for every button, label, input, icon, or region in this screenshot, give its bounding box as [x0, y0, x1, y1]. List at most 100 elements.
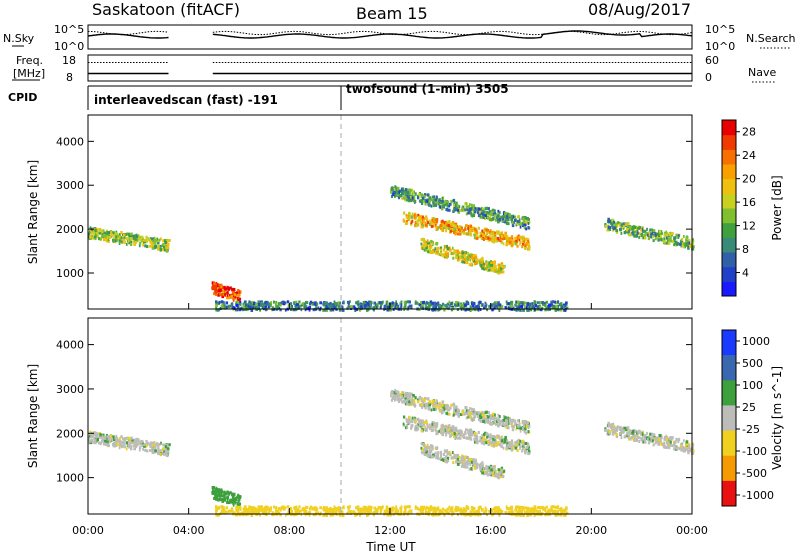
- velocity-scatter-cell: [514, 419, 517, 423]
- power-scatter-cell: [122, 233, 126, 237]
- velocity-scatter-cell: [522, 447, 524, 451]
- power-scatter-cell: [527, 243, 530, 246]
- velocity-scatter-cell: [332, 513, 335, 517]
- velocity-scatter-cell: [465, 436, 468, 440]
- power-scatter-cell: [477, 308, 480, 312]
- power-scatter-cell: [430, 244, 433, 248]
- power-scatter-cell: [347, 302, 350, 306]
- power-scatter-cell: [136, 238, 139, 242]
- power-scatter-cell: [431, 218, 434, 222]
- velocity-scatter-cell: [249, 510, 252, 514]
- power-scatter-cell: [390, 190, 392, 194]
- velocity-scatter-cell: [513, 425, 515, 428]
- velocity-scatter-cell: [676, 447, 679, 451]
- power-scatter-cell: [434, 302, 438, 306]
- power-scatter-cell: [146, 245, 149, 248]
- power-scatter-cell: [541, 301, 544, 304]
- power-scatter-cell: [277, 302, 281, 306]
- velocity-scatter-cell: [107, 444, 110, 448]
- velocity-scatter-cell: [650, 436, 654, 440]
- velocity-scatter-cell: [496, 441, 500, 445]
- power-scatter-cell: [470, 256, 473, 260]
- power-scatter-cell: [604, 224, 607, 228]
- power-scatter-cell: [405, 220, 408, 224]
- velocity-scatter-cell: [691, 443, 695, 447]
- power-scatter-cell: [329, 308, 332, 312]
- power-scatter-cell: [167, 244, 170, 248]
- power-scatter-cell: [657, 238, 660, 242]
- velocity-scatter-cell: [554, 509, 557, 513]
- power-scatter-cell: [352, 305, 355, 309]
- velocity-scatter-cell: [435, 513, 437, 517]
- velocity-scatter-cell: [442, 458, 445, 462]
- power-scatter-cell: [224, 287, 227, 291]
- power-scatter-cell: [421, 196, 425, 200]
- power-scatter-cell: [470, 203, 473, 207]
- velocity-scatter-cell: [519, 426, 522, 430]
- velocity-scatter-cell: [502, 419, 505, 422]
- power-scatter-cell: [238, 290, 241, 294]
- velocity-scatter-cell: [516, 449, 519, 452]
- velocity-scatter-cell: [156, 443, 160, 447]
- power-scatter-cell: [407, 199, 410, 203]
- power-scatter-cell: [455, 256, 458, 260]
- power-scatter-cell: [218, 283, 221, 287]
- power-scatter-cell: [91, 229, 94, 232]
- power-scatter-cell: [480, 207, 483, 211]
- power-scatter-cell: [227, 287, 231, 291]
- power-scatter-cell: [489, 218, 491, 222]
- power-scatter-cell: [408, 304, 411, 308]
- power-scatter-cell: [153, 236, 156, 240]
- power-scatter-cell: [106, 237, 110, 241]
- power-scatter-cell: [683, 245, 686, 249]
- power-scatter-cell: [417, 213, 420, 217]
- velocity-scatter-cell: [130, 444, 133, 448]
- power-scatter-cell: [640, 233, 643, 237]
- power-scatter-cell: [473, 262, 477, 266]
- velocity-scatter-cell: [491, 412, 495, 416]
- power-scatter-cell: [325, 304, 329, 308]
- velocity-scatter-cell: [407, 403, 410, 407]
- velocity-scatter-cell: [464, 406, 467, 409]
- power-scatter-cell: [159, 244, 162, 248]
- power-scatter-cell: [647, 237, 650, 241]
- power-scatter-cell: [235, 303, 239, 307]
- power-scatter-cell: [414, 215, 417, 219]
- power-scatter-cell: [391, 304, 394, 308]
- velocity-scatter-cell: [465, 409, 468, 413]
- power-scatter-cell: [124, 233, 127, 236]
- power-scatter-cell: [464, 202, 467, 206]
- power-scatter-cell: [432, 196, 435, 200]
- velocity-scatter-cell: [465, 428, 468, 432]
- velocity-scatter-cell: [673, 443, 676, 447]
- power-scatter-cell: [487, 211, 490, 215]
- power-scatter-cell: [138, 244, 141, 248]
- power-scatter-cell: [429, 249, 432, 253]
- velocity-scatter-cell: [488, 466, 491, 470]
- power-scatter-cell: [482, 207, 485, 211]
- velocity-scatter-cell: [242, 513, 245, 517]
- power-scatter-cell: [104, 235, 107, 239]
- velocity-scatter-cell: [428, 403, 431, 407]
- velocity-scatter-cell: [322, 513, 325, 517]
- velocity-scatter-cell: [511, 425, 514, 429]
- power-scatter-cell: [652, 239, 655, 243]
- velocity-scatter-cell: [432, 400, 435, 403]
- velocity-scatter-cell: [231, 510, 234, 514]
- velocity-scatter-cell: [526, 421, 529, 425]
- velocity-scatter-cell: [651, 439, 654, 443]
- velocity-scatter-cell: [457, 460, 460, 464]
- velocity-scatter-cell: [472, 408, 475, 412]
- velocity-scatter-cell: [486, 465, 489, 469]
- velocity-scatter-cell: [317, 511, 320, 515]
- power-scatter-cell: [563, 303, 566, 307]
- power-scatter-cell: [341, 305, 344, 309]
- velocity-scatter-cell: [487, 411, 490, 415]
- velocity-scatter-cell: [556, 513, 559, 517]
- velocity-scatter-cell: [472, 458, 475, 462]
- power-scatter-cell: [456, 232, 460, 236]
- power-scatter-cell: [230, 294, 233, 298]
- velocity-scatter-cell: [659, 438, 662, 442]
- velocity-scatter-cell: [474, 458, 477, 462]
